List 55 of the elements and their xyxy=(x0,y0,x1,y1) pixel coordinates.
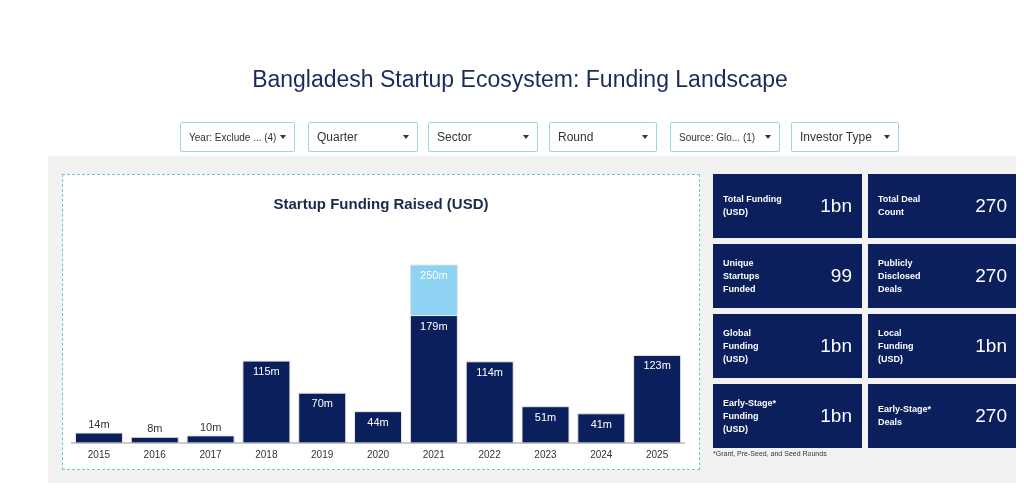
text: 270 xyxy=(975,405,1007,427)
text: 1bn xyxy=(820,405,852,427)
text: Unique Startups Funded xyxy=(723,256,761,296)
text: Round xyxy=(558,130,594,144)
data-label: 70m xyxy=(311,397,333,410)
bar xyxy=(298,392,347,444)
text: Bangladesh Startup Ecosystem: Funding Landscape xyxy=(251,66,789,93)
text: Local Funding (USD) xyxy=(878,326,915,366)
text: Early-Stage* Deals xyxy=(878,403,933,429)
chart-title: Startup Funding Raised (USD) xyxy=(272,195,490,212)
x-tick-label: 2015 xyxy=(87,449,111,461)
x-tick-label: 2021 xyxy=(422,449,446,461)
text: Quarter xyxy=(317,130,358,144)
data-label: 51m xyxy=(534,410,557,423)
x-tick-label: 2019 xyxy=(311,449,334,461)
bar xyxy=(74,432,123,444)
x-tick-label: 2017 xyxy=(199,449,223,461)
bar xyxy=(354,411,403,444)
text: Global Funding (USD) xyxy=(723,326,760,366)
bar xyxy=(242,360,291,444)
text: Early-Stage* Funding (USD) xyxy=(723,396,778,436)
data-label: 115m xyxy=(253,365,280,378)
text: Investor Type xyxy=(800,130,872,144)
text: Year: Exclude ... (4) xyxy=(189,131,277,143)
x-tick-label: 2024 xyxy=(590,449,613,461)
text: 1bn xyxy=(820,335,852,357)
data-label: 114m xyxy=(476,365,504,378)
x-tick-label: 2020 xyxy=(366,449,390,461)
text: 270 xyxy=(975,195,1007,217)
x-tick-label: 2025 xyxy=(645,449,669,461)
text: 1bn xyxy=(975,335,1007,357)
text: 99 xyxy=(830,265,852,287)
x-tick-label: 2022 xyxy=(478,449,502,461)
text: Total Funding (USD) xyxy=(723,193,783,219)
text: Total Deal Count xyxy=(878,193,922,219)
data-label: 10m xyxy=(199,420,222,433)
data-label: 8m xyxy=(147,422,163,435)
text: 270 xyxy=(975,265,1007,287)
text: Publicly Disclosed Deals xyxy=(878,256,922,296)
x-tick-label: 2023 xyxy=(534,449,558,461)
data-label: 44m xyxy=(367,415,389,428)
bar xyxy=(633,354,682,444)
x-tick-label: 2018 xyxy=(255,449,278,461)
text: 1bn xyxy=(820,195,852,217)
text: Sector xyxy=(437,130,472,144)
bar xyxy=(465,361,514,444)
x-tick-label: 2016 xyxy=(143,449,167,461)
data-label: 123m xyxy=(643,359,671,372)
data-label: 14m xyxy=(88,418,110,431)
bar xyxy=(577,413,626,444)
data-label: 179m xyxy=(420,319,448,332)
bar xyxy=(521,406,570,444)
source-note: Source: Glo... (1) xyxy=(679,131,756,143)
total-label: 250m xyxy=(420,269,448,281)
data-label: 41m xyxy=(590,417,613,430)
